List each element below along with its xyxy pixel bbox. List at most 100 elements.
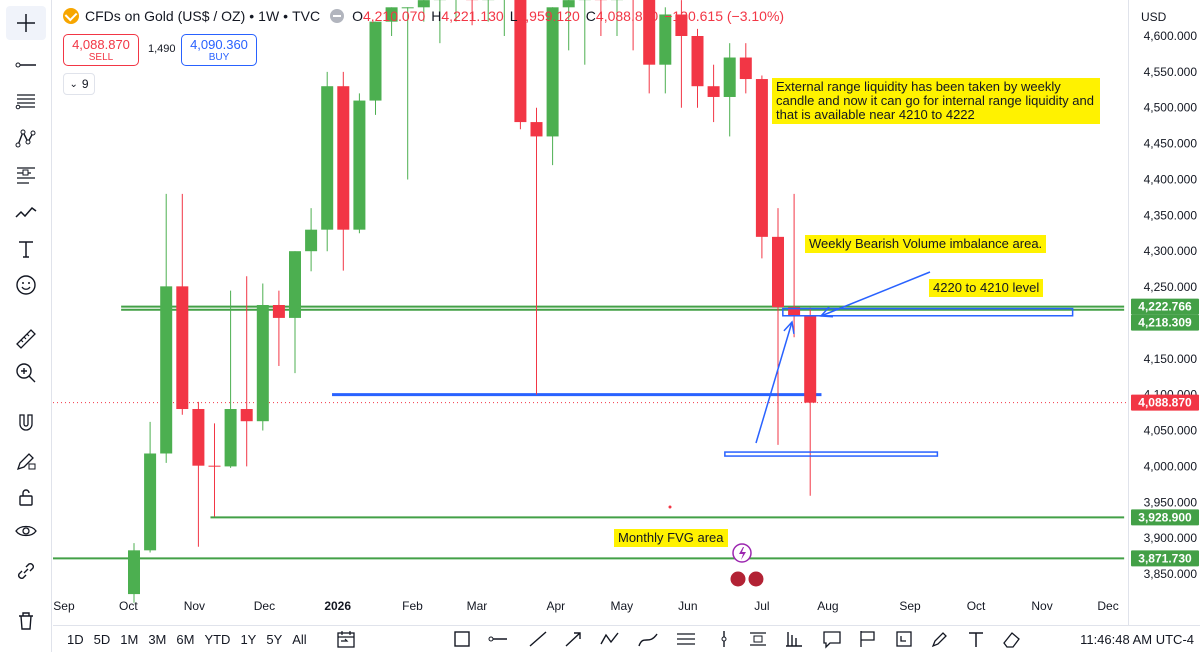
highlighter-icon[interactable] [929, 629, 951, 649]
ruler-icon[interactable] [6, 322, 46, 356]
path-icon[interactable] [599, 629, 621, 649]
text-icon[interactable] [6, 232, 46, 266]
candle-body [305, 229, 318, 252]
curve-icon[interactable] [637, 629, 659, 649]
period-1m[interactable]: 1M [120, 632, 139, 647]
zoom-in-icon[interactable] [6, 356, 46, 390]
period-6m[interactable]: 6M [176, 632, 195, 647]
eye-icon[interactable] [6, 514, 46, 548]
close-label: C [585, 8, 596, 24]
candle [385, 7, 398, 36]
lock-icon[interactable] [6, 480, 46, 514]
fib-retracement-icon[interactable] [675, 629, 697, 649]
interval[interactable]: 1W [258, 8, 280, 24]
candle [562, 0, 575, 51]
pattern-icon[interactable] [6, 122, 46, 156]
candle-body [562, 0, 575, 8]
price-badge: 4,218.309 [1131, 314, 1199, 331]
candle [482, 0, 495, 22]
us-flag-icon [747, 570, 765, 588]
clock[interactable]: 11:46:48 AM UTC-4 [1080, 632, 1194, 647]
lock-draw-icon[interactable] [6, 444, 46, 478]
candle [546, 7, 559, 166]
candle-body [804, 315, 817, 403]
period-all[interactable]: All [292, 632, 307, 647]
note-icon[interactable] [893, 629, 915, 649]
candle [353, 93, 366, 234]
candle-body [192, 409, 205, 466]
candle [401, 7, 414, 180]
candle-body [401, 7, 414, 9]
brush-icon[interactable] [6, 196, 46, 230]
price-axis-labels: 3,850.000 3,900.000 3,950.000 4,000.000 4,05… [1131, 29, 1199, 581]
magnet-icon[interactable] [6, 406, 46, 440]
annotation-fvg[interactable]: Monthly FVG area [614, 529, 728, 547]
link-icon[interactable] [6, 554, 46, 588]
y-tick-label: 4,400.000 [1144, 172, 1198, 186]
bars-pattern-icon[interactable] [783, 629, 805, 649]
trend-line-icon[interactable] [6, 48, 46, 82]
long-position-icon[interactable] [713, 629, 735, 649]
crosshair-icon[interactable] [6, 6, 46, 40]
period-1y[interactable]: 1Y [240, 632, 257, 647]
candle [514, 0, 527, 130]
candle-body [385, 7, 398, 22]
x-tick-label: 2026 [324, 599, 351, 613]
symbol-name[interactable]: CFDs on Gold (US$ / OZ) [85, 8, 246, 24]
rectangle-icon[interactable] [451, 629, 473, 649]
x-tick-label: Nov [1031, 599, 1052, 613]
currency-label[interactable]: USD [1141, 10, 1167, 24]
buy-button[interactable]: 4,090.360 BUY [181, 34, 257, 66]
annotation-imbalance[interactable]: Weekly Bearish Volume imbalance area. [805, 235, 1047, 253]
open-label: O [352, 8, 363, 24]
period-ytd[interactable]: YTD [204, 632, 231, 647]
period-3m[interactable]: 3M [148, 632, 167, 647]
candle [788, 193, 801, 338]
candle-body [369, 21, 382, 101]
x-tick-label: Oct [967, 599, 986, 613]
sell-button[interactable]: 4,088.870 SELL [63, 34, 139, 66]
candle-body [321, 86, 334, 230]
ray-icon[interactable] [527, 629, 549, 649]
callout-icon[interactable] [821, 629, 843, 649]
candle [594, 0, 607, 36]
fib-icon[interactable] [6, 84, 46, 118]
candle-body [772, 236, 784, 308]
period-5y[interactable]: 5Y [266, 632, 283, 647]
period-1d[interactable]: 1D [67, 632, 84, 647]
candlestick-chart[interactable]: Sep Oct Nov Dec 2026 Feb Mar Apr May Jun Jul Aug Sep… [53, 0, 1128, 625]
price-badge-text: 3,871.730 [1138, 551, 1192, 565]
up-arrow-head [783, 320, 795, 334]
chart-area[interactable]: Sep Oct Nov Dec 2026 Feb Mar Apr May Jun Jul Aug Sep… [53, 0, 1128, 625]
indicators-toggle[interactable]: ⌄ 9 [63, 73, 95, 95]
candle-body [240, 409, 253, 422]
price-badge: 4,088.870 [1131, 394, 1199, 411]
emoji-icon[interactable] [6, 268, 46, 302]
line-icon[interactable] [487, 629, 509, 649]
candle-body [514, 0, 527, 123]
price-badge-bg [1131, 298, 1199, 315]
y-tick-label: 4,500.000 [1144, 101, 1198, 115]
period-5d[interactable]: 5D [93, 632, 111, 647]
text-tool-icon[interactable] [965, 629, 987, 649]
candle [578, 0, 591, 65]
y-tick-label: 3,850.000 [1144, 567, 1198, 581]
arrow-icon[interactable] [563, 629, 585, 649]
y-tick-label: 4,600.000 [1144, 29, 1198, 43]
price-axis[interactable]: 3,850.000 3,900.000 3,950.000 4,000.000 4,05… [1128, 0, 1200, 625]
flag-icon[interactable] [857, 629, 879, 649]
annotation-level[interactable]: 4220 to 4210 level [929, 279, 1044, 297]
chevron-down-icon: ⌄ [69, 78, 78, 90]
price-range-icon[interactable] [747, 629, 769, 649]
sell-price: 4,088.870 [72, 37, 130, 52]
candle [176, 193, 189, 415]
forecast-icon[interactable] [6, 158, 46, 192]
date-range-icon[interactable] [335, 629, 357, 649]
price-badge-bg [1131, 509, 1199, 526]
collapse-legend-icon[interactable] [330, 9, 345, 23]
trash-icon[interactable] [6, 604, 46, 638]
candle [675, 0, 688, 108]
eraser-icon[interactable] [1001, 629, 1023, 649]
x-tick-label: Jul [754, 599, 769, 613]
annotation-range-liquidity[interactable]: External range liquidity has been taken … [772, 78, 1100, 124]
